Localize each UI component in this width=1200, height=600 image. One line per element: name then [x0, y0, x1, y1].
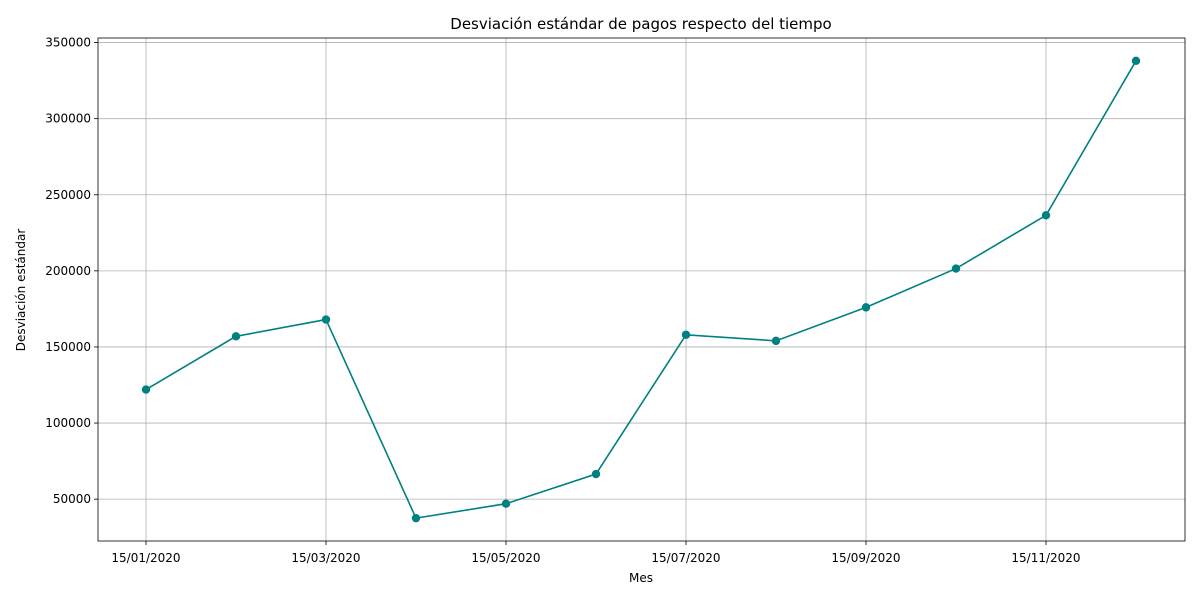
y-tick-label: 150000	[45, 340, 91, 354]
x-tick-label: 15/07/2020	[651, 551, 720, 565]
data-point	[771, 336, 781, 346]
axis-ticks: 50000 100000 150000 200000 250000 300000 35000…	[45, 36, 1080, 565]
data-point	[591, 469, 601, 479]
data-point	[1041, 211, 1051, 220]
data-point	[321, 315, 331, 324]
data-point	[141, 385, 151, 394]
x-tick-label: 15/09/2020	[831, 551, 900, 565]
series-line	[145, 60, 1137, 520]
x-axis-label: Mes	[629, 571, 653, 585]
data-point	[501, 499, 511, 508]
grid-lines	[98, 38, 1185, 541]
y-tick-label: 50000	[53, 492, 91, 506]
data-point	[681, 330, 691, 339]
y-tick-label: 200000	[45, 264, 91, 278]
data-point	[1131, 56, 1141, 66]
series-layer	[141, 56, 1141, 523]
y-tick-label: 100000	[45, 416, 91, 430]
y-tick-label: 350000	[45, 36, 91, 50]
x-tick-label: 15/01/2020	[111, 551, 180, 565]
x-tick-label: 15/05/2020	[471, 551, 540, 565]
y-tick-label: 300000	[45, 112, 91, 126]
x-tick-label: 15/03/2020	[291, 551, 360, 565]
x-tick-label: 15/11/2020	[1011, 551, 1080, 565]
y-axis-label: Desviación estándar	[14, 229, 28, 352]
chart-title: Desviación estándar de pagos respecto de…	[450, 15, 831, 33]
data-point	[231, 332, 241, 341]
plot-frame	[97, 37, 1186, 542]
y-tick-label: 250000	[45, 188, 91, 202]
data-point	[951, 264, 961, 273]
data-point	[411, 513, 421, 523]
data-point	[861, 303, 871, 312]
